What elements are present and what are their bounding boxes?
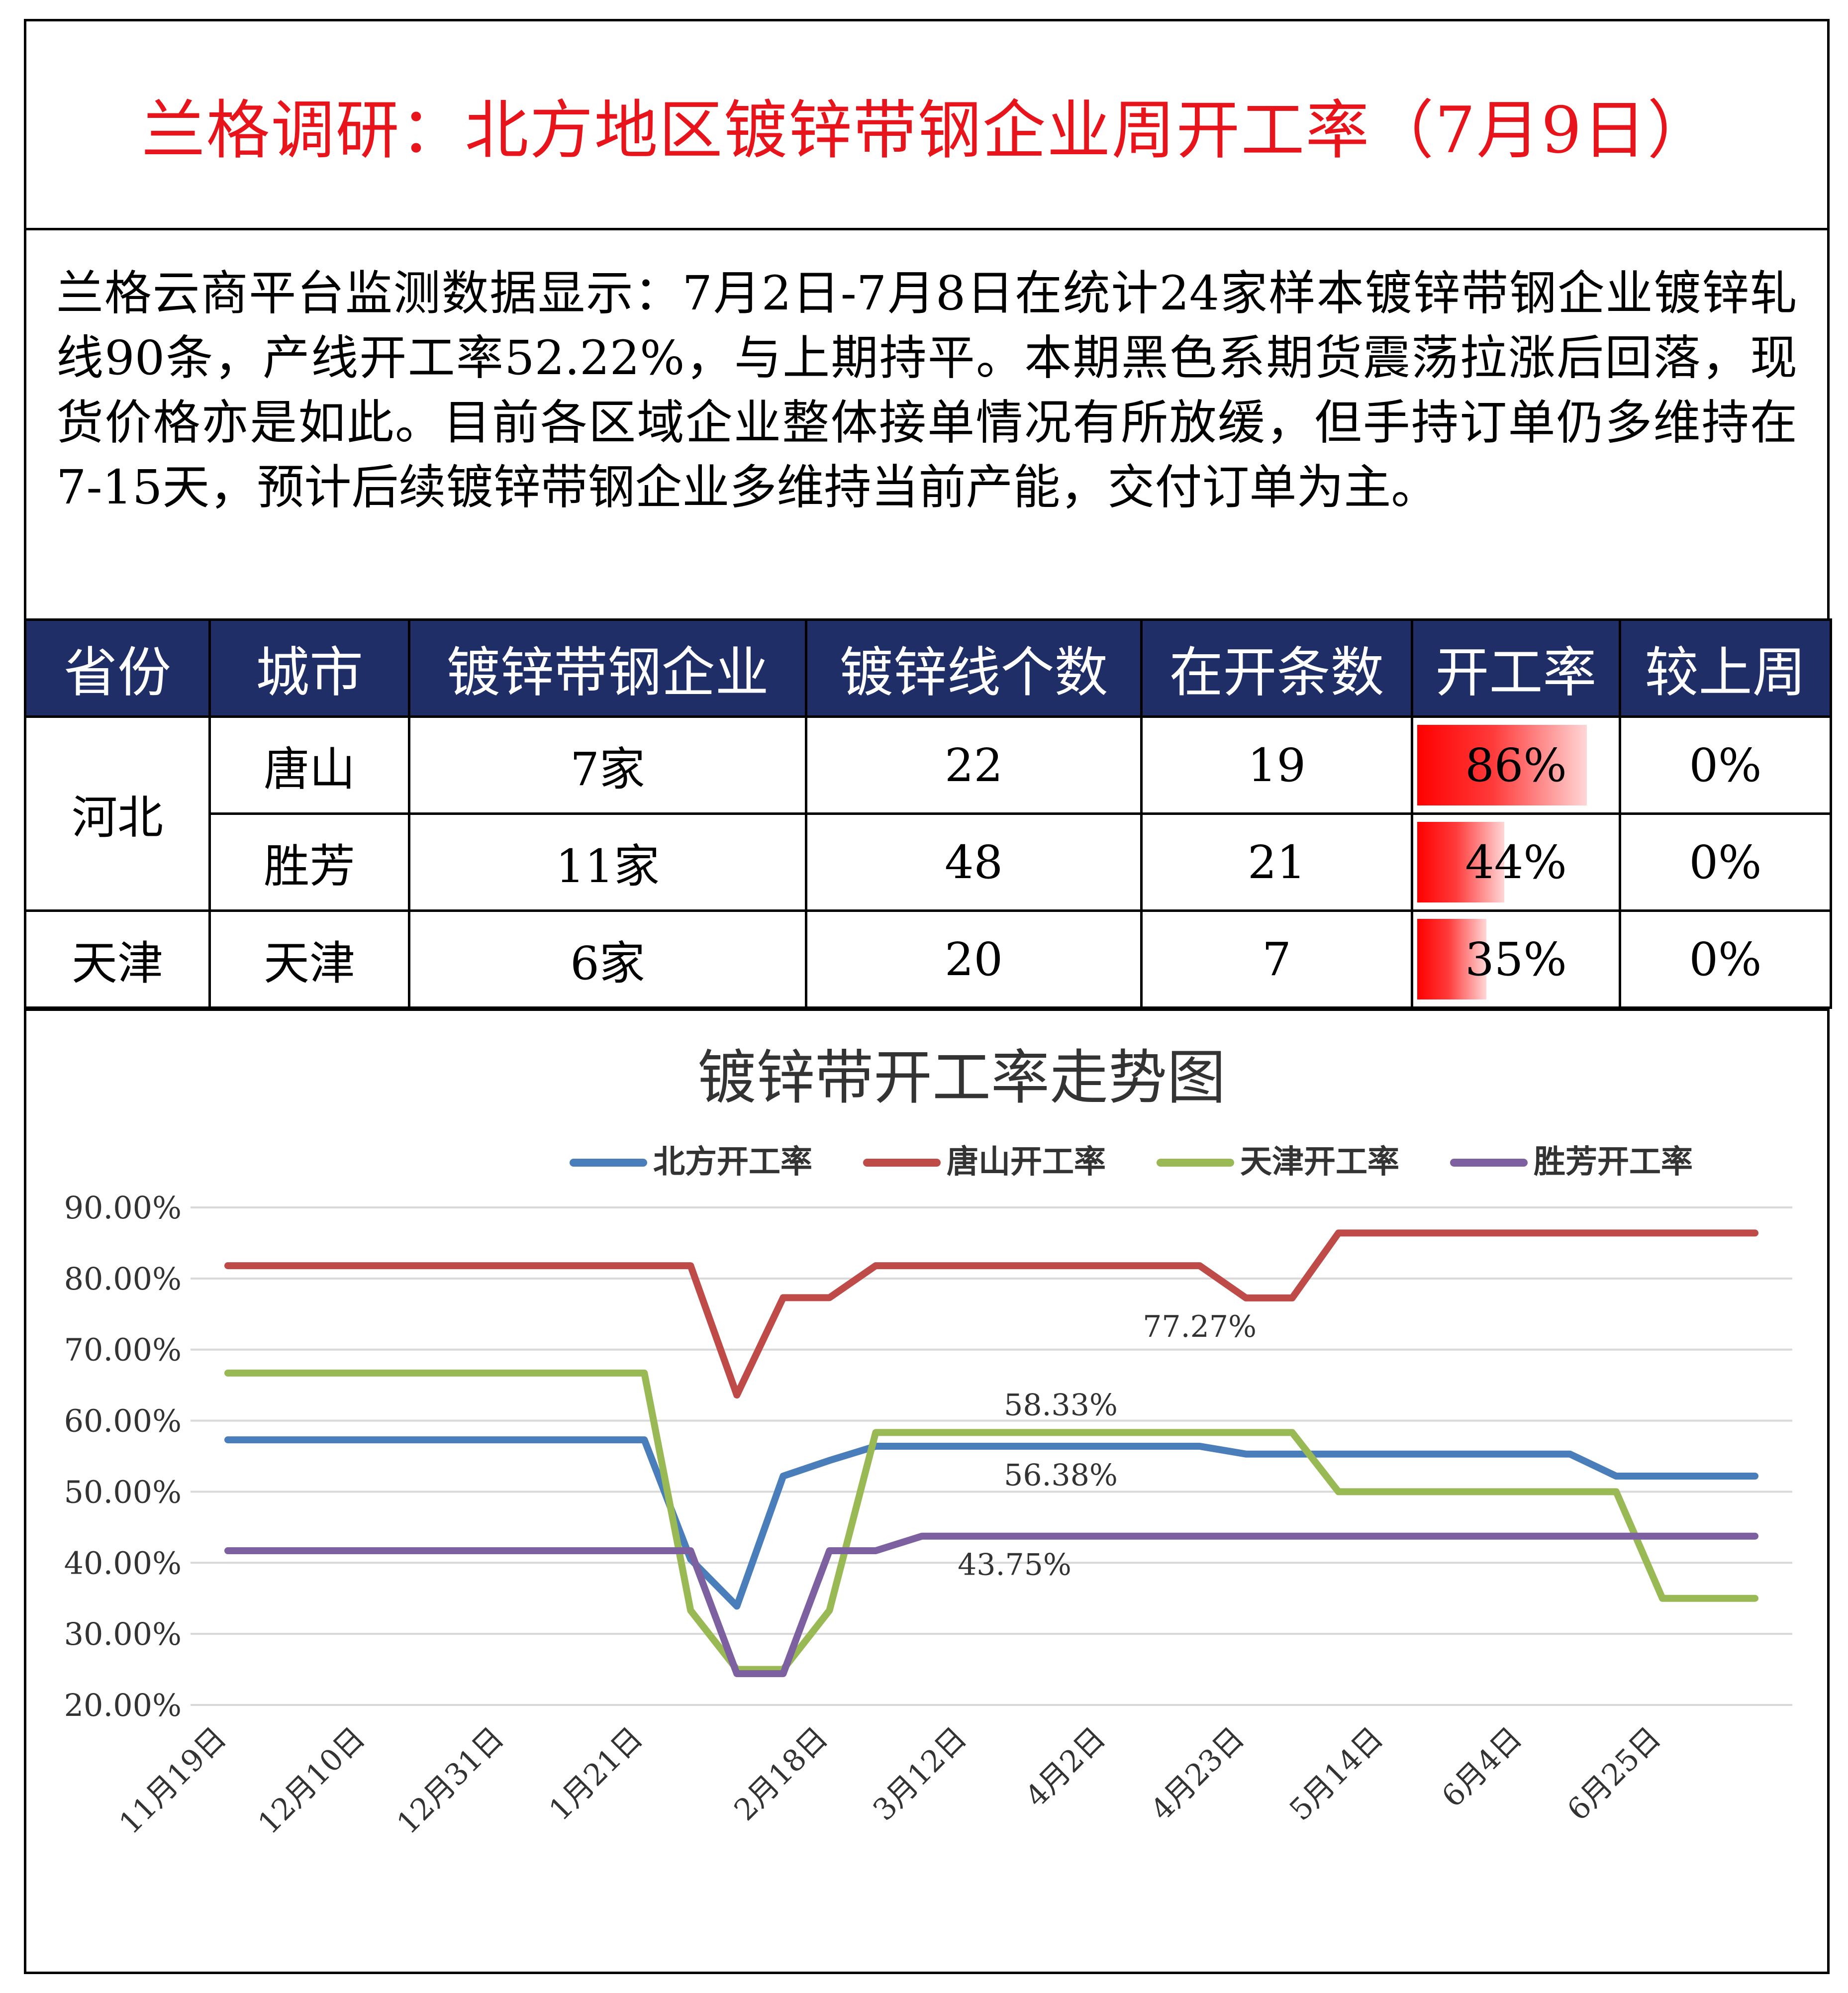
x-tick-label: 3月12日 xyxy=(867,1720,973,1827)
legend-label: 北方开工率 xyxy=(653,1144,812,1181)
legend-label: 唐山开工率 xyxy=(947,1144,1106,1181)
header-running: 在开条数 xyxy=(1140,618,1413,718)
running-cell: 7 xyxy=(1140,909,1413,1009)
x-tick-label: 12月10日 xyxy=(251,1720,372,1841)
legend-label: 胜芳开工率 xyxy=(1534,1144,1693,1181)
change-cell: 0% xyxy=(1619,715,1832,815)
x-tick-label: 6月4日 xyxy=(1435,1720,1529,1814)
x-tick-label: 11月19日 xyxy=(112,1720,233,1841)
header-change: 较上周 xyxy=(1619,618,1832,718)
summary-paragraph: 兰格云商平台监测数据显示：7月2日-7月8日在统计24家样本镀锌带钢企业镀锌轧线… xyxy=(56,266,1797,515)
x-axis: 11月19日 12月10日 12月31日 1月21日 2月18日 3月12日 4月2日 4月2… xyxy=(112,1720,1667,1841)
lines-cell: 20 xyxy=(805,909,1143,1009)
chart-legend: 北方开工率 唐山开工率 天津开工率 胜芳开工率 xyxy=(570,1144,1693,1181)
page-title: 兰格调研：北方地区镀锌带钢企业周开工率（7月9日） xyxy=(141,94,1712,168)
rate-cell: 86% xyxy=(1411,715,1621,815)
series-line xyxy=(224,1229,1758,1399)
province-cell: 河北 xyxy=(24,715,211,912)
rate-cell: 35% xyxy=(1411,909,1621,1009)
summary-section: 兰格云商平台监测数据显示：7月2日-7月8日在统计24家样本镀锌带钢企业镀锌轧线… xyxy=(24,228,1830,621)
x-tick-label: 4月23日 xyxy=(1144,1720,1251,1827)
x-tick-label: 1月21日 xyxy=(543,1720,650,1827)
rate-value: 44% xyxy=(1465,835,1567,889)
x-tick-label: 6月25日 xyxy=(1560,1720,1667,1827)
header-province: 省份 xyxy=(24,618,211,718)
table-row: 河北 唐山 7家 22 19 86% 0% xyxy=(24,715,1832,912)
y-axis: 90.00% 80.00% 70.00% 60.00% 50.00% 40.00% 30.0… xyxy=(64,1190,182,1723)
data-label: 56.38% xyxy=(1004,1458,1118,1493)
companies-cell: 7家 xyxy=(408,715,807,815)
x-tick-label: 2月18日 xyxy=(728,1720,835,1827)
y-tick-label: 80.00% xyxy=(64,1261,182,1297)
change-cell: 0% xyxy=(1619,909,1832,1009)
header-lines: 镀锌线个数 xyxy=(805,618,1143,718)
city-cell: 天津 xyxy=(208,909,410,1009)
y-tick-label: 50.00% xyxy=(64,1474,182,1510)
table-row: 天津 天津 6家 20 7 35% 0% xyxy=(24,909,1832,1009)
lines-cell: 22 xyxy=(805,715,1143,815)
province-cell: 天津 xyxy=(24,909,211,1009)
y-tick-label: 30.00% xyxy=(64,1616,182,1652)
running-cell: 19 xyxy=(1140,715,1413,815)
series-line xyxy=(224,1532,1758,1678)
rate-value: 35% xyxy=(1465,932,1567,986)
city-cell: 唐山 xyxy=(208,715,410,815)
x-tick-label: 12月31日 xyxy=(390,1720,510,1841)
rate-data-bar xyxy=(1417,725,1587,805)
data-label: 43.75% xyxy=(958,1548,1071,1583)
rate-table: 省份 城市 镀锌带钢企业 镀锌线个数 在开条数 开工率 较上周 河北 唐山 7家… xyxy=(24,618,1832,1009)
data-label: 77.27% xyxy=(1143,1309,1257,1344)
rate-value: 86% xyxy=(1465,738,1567,792)
change-cell: 0% xyxy=(1619,812,1832,912)
y-tick-label: 40.00% xyxy=(64,1545,182,1581)
y-tick-label: 90.00% xyxy=(64,1190,182,1226)
header-city: 城市 xyxy=(208,618,410,718)
y-tick-label: 70.00% xyxy=(64,1332,182,1368)
header-companies: 镀锌带钢企业 xyxy=(408,618,807,718)
rate-data-bar xyxy=(1417,822,1504,902)
rate-data-bar xyxy=(1417,919,1486,999)
table-row: 胜芳 11家 48 21 44% 0% xyxy=(25,812,1832,912)
running-cell: 21 xyxy=(1140,812,1413,912)
legend-label: 天津开工率 xyxy=(1240,1144,1399,1181)
x-tick-label: 5月14日 xyxy=(1283,1720,1390,1827)
chart-series xyxy=(224,1229,1758,1678)
series-line xyxy=(224,1369,1758,1673)
x-tick-label: 4月2日 xyxy=(1019,1720,1112,1814)
rate-cell: 44% xyxy=(1411,812,1621,912)
y-tick-label: 60.00% xyxy=(64,1403,182,1439)
chart-grid xyxy=(191,1206,1792,1706)
line-chart: 镀锌带开工率走势图 北方开工率 唐山开工率 天津开工率 胜芳开工率 90.00% 80.… xyxy=(64,1043,1792,1841)
series-line xyxy=(224,1436,1758,1610)
header-rate: 开工率 xyxy=(1411,618,1621,718)
companies-cell: 6家 xyxy=(408,909,807,1009)
data-label: 58.33% xyxy=(1004,1388,1118,1422)
chart-title: 镀锌带开工率走势图 xyxy=(697,1043,1226,1112)
trend-chart: 镀锌带开工率走势图 北方开工率 唐山开工率 天津开工率 胜芳开工率 90.00% 80.… xyxy=(24,1008,1830,1974)
companies-cell: 11家 xyxy=(408,812,807,912)
city-cell: 胜芳 xyxy=(208,812,410,912)
chart-annotations: 77.27% 58.33% 56.38% 43.75% xyxy=(958,1309,1257,1583)
y-tick-label: 20.00% xyxy=(64,1687,182,1723)
table-header-row: 省份 城市 镀锌带钢企业 镀锌线个数 在开条数 开工率 较上周 xyxy=(24,618,1832,718)
title-banner: 兰格调研：北方地区镀锌带钢企业周开工率（7月9日） xyxy=(24,19,1830,230)
lines-cell: 48 xyxy=(805,812,1143,912)
